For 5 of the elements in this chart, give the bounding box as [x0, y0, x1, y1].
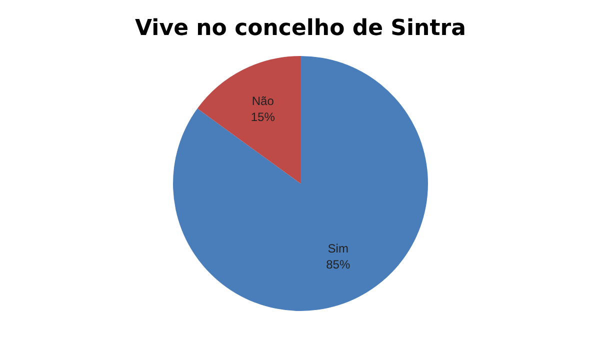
slice-label: Sim	[328, 242, 348, 256]
data-label: 85%	[326, 258, 350, 272]
chart-title: Vive no concelho de Sintra	[134, 16, 467, 43]
data-label: 15%	[250, 110, 276, 124]
slice-label: Não	[252, 94, 274, 108]
